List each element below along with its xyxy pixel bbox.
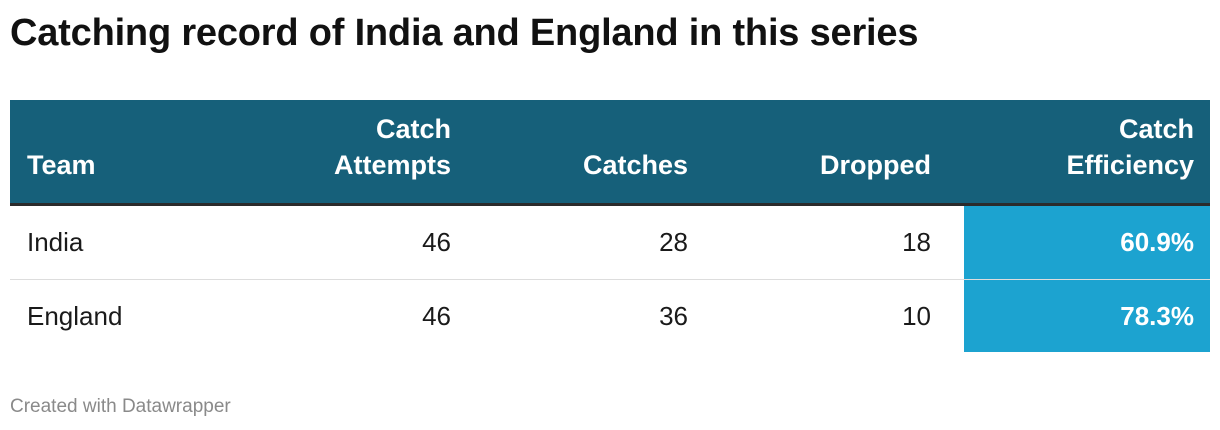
footer-credit: Created with Datawrapper (10, 396, 231, 417)
header-dropped: Dropped (688, 100, 931, 203)
cell-dropped: 10 (902, 300, 931, 331)
header-catch-efficiency-line2: Efficiency (1066, 150, 1194, 180)
cell-catch-attempts: 46 (422, 227, 451, 257)
header-catch-efficiency-line1: Catch (1118, 114, 1194, 144)
cell-spacer (931, 206, 964, 279)
cell-team: India (27, 227, 84, 257)
cell-catch-efficiency: 78.3% (964, 280, 1210, 352)
header-team-label: Team (27, 150, 96, 180)
header-catch-attempts-line2: Attempts (333, 150, 451, 180)
cell-catches: 28 (659, 227, 688, 257)
table-row-england: England 46 36 10 78.3% (10, 279, 1210, 352)
header-catch-attempts-line1: Catch (375, 114, 451, 144)
header-catches: Catches (451, 100, 688, 203)
header-dropped-label: Dropped (820, 150, 931, 180)
table-row-india: India 46 28 18 60.9% (10, 206, 1210, 279)
page-title: Catching record of India and England in … (10, 12, 919, 54)
cell-spacer (931, 280, 964, 352)
cell-dropped: 18 (902, 227, 931, 257)
table-header: Team Catch Attempts Catches Dropped Catc… (10, 100, 1210, 206)
cell-catch-efficiency: 60.9% (964, 206, 1210, 279)
cell-team: England (27, 300, 123, 331)
header-catches-label: Catches (582, 150, 688, 180)
catching-table: Team Catch Attempts Catches Dropped Catc… (10, 100, 1210, 352)
cell-catch-attempts: 46 (422, 300, 451, 331)
header-catch-efficiency: Catch Efficiency (931, 100, 1210, 203)
header-catch-attempts: Catch Attempts (310, 100, 451, 203)
cell-catches: 36 (659, 300, 688, 331)
header-team: Team (10, 100, 310, 203)
